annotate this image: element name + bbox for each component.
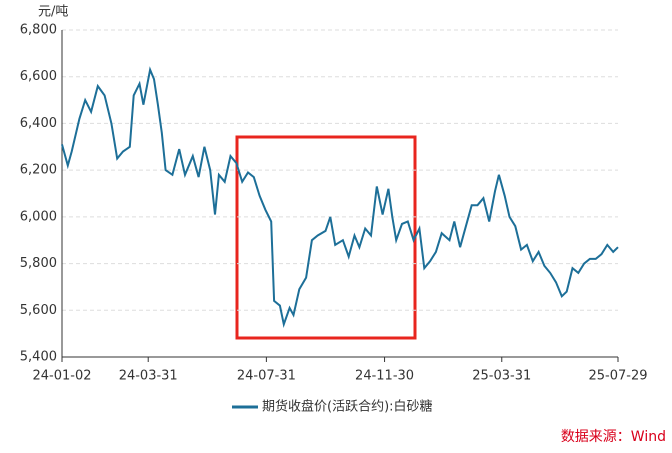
y-axis-label: 元/吨 bbox=[38, 5, 68, 20]
x-tick-label: 24-03-31 bbox=[119, 369, 178, 384]
x-tick-label: 25-03-31 bbox=[472, 369, 531, 384]
y-tick-label: 5,600 bbox=[20, 303, 57, 318]
x-tick-label: 24-11-30 bbox=[355, 369, 414, 384]
y-tick-label: 6,800 bbox=[20, 23, 57, 38]
legend-label: 期货收盘价(活跃合约):白砂糖 bbox=[262, 399, 433, 415]
y-tick-label: 6,200 bbox=[20, 163, 57, 178]
y-tick-label: 6,600 bbox=[20, 69, 57, 84]
y-tick-label: 5,400 bbox=[20, 350, 57, 365]
highlight-box bbox=[235, 135, 417, 340]
x-tick-label: 25-07-29 bbox=[588, 369, 647, 384]
y-tick-label: 6,400 bbox=[20, 116, 57, 131]
y-tick-label: 6,000 bbox=[20, 209, 57, 224]
source-note: 数据来源：Wind bbox=[561, 429, 666, 445]
x-tick-label: 24-01-02 bbox=[32, 369, 91, 384]
y-tick-label: 5,800 bbox=[20, 256, 57, 271]
line-series bbox=[61, 66, 619, 329]
x-tick-label: 24-07-31 bbox=[237, 369, 296, 384]
